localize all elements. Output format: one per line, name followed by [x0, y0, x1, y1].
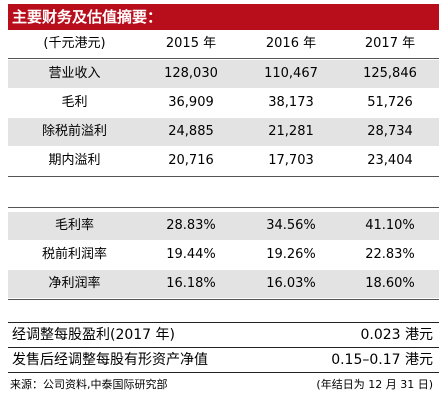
table-row: 毛利率 28.83% 34.56% 41.10%: [8, 212, 439, 241]
summary-top-rule: [8, 322, 439, 323]
cell-value: 110,467: [264, 66, 318, 81]
table-row: 税前利润率 19.44% 19.26% 22.83%: [8, 241, 439, 270]
row-label: 税前利润率: [41, 247, 107, 262]
row-label: 营业收入: [48, 66, 101, 81]
cell-value: 16.03%: [266, 276, 316, 291]
table-row: 营业收入 128,030 110,467 125,846: [8, 60, 439, 89]
cell-value: 34.56%: [266, 218, 316, 233]
table-row: 期内溢利 20,716 17,703 23,404: [8, 147, 439, 176]
header-divider: [8, 58, 439, 59]
cell-value: 28,734: [367, 124, 413, 139]
ratios-top-rule: [8, 207, 439, 208]
source-note: 来源：公司资料,中泰国际研究部: [10, 378, 168, 391]
fiscal-year-note: (年结日为 12 月 31 日): [316, 378, 433, 391]
cell-value: 38,173: [268, 95, 314, 110]
summary-bottom-rule: [8, 372, 439, 373]
cell-value: 16.18%: [166, 276, 216, 291]
cell-value: 36,909: [168, 95, 214, 110]
summary-row-eps: 经调整每股盈利(2017 年) 0.023 港元: [8, 323, 439, 347]
cell-value: 18.60%: [365, 276, 415, 291]
unit-label: (千元港元): [43, 36, 106, 51]
cell-value: 23,404: [367, 153, 413, 168]
ratios-bottom-rule: [8, 299, 439, 300]
footer: 来源：公司资料,中泰国际研究部 (年结日为 12 月 31 日): [8, 376, 439, 394]
cell-value: 20,716: [168, 153, 214, 168]
section-title: 主要财务及估值摘要：: [8, 4, 439, 30]
row-label: 除税前溢利: [41, 124, 107, 139]
summary-label: 发售后经调整每股有形资产净值: [12, 352, 208, 368]
financials-bottom-rule: [8, 176, 439, 177]
summary-value: 0.15–0.17 港元: [331, 352, 433, 368]
table-row: 毛利 36,909 38,173 51,726: [8, 89, 439, 118]
year-header-2016: 2016 年: [265, 36, 317, 51]
table-row: 净利润率 16.18% 16.03% 18.60%: [8, 270, 439, 299]
row-label: 期内溢利: [48, 153, 101, 168]
cell-value: 51,726: [367, 95, 413, 110]
summary-row-nav: 发售后经调整每股有形资产净值 0.15–0.17 港元: [8, 348, 439, 372]
summary-mid-rule: [8, 347, 439, 348]
cell-value: 24,885: [168, 124, 214, 139]
year-header-2017: 2017 年: [364, 36, 416, 51]
cell-value: 28.83%: [166, 218, 216, 233]
summary-label: 经调整每股盈利(2017 年): [12, 327, 176, 343]
cell-value: 17,703: [268, 153, 314, 168]
cell-value: 19.44%: [166, 247, 216, 262]
cell-value: 128,030: [164, 66, 218, 81]
cell-value: 41.10%: [365, 218, 415, 233]
table-row: 除税前溢利 24,885 21,281 28,734: [8, 118, 439, 147]
cell-value: 22.83%: [365, 247, 415, 262]
year-header-2015: 2015 年: [165, 36, 217, 51]
cell-value: 125,846: [363, 66, 417, 81]
row-label: 毛利率: [54, 218, 94, 233]
cell-value: 19.26%: [266, 247, 316, 262]
financials-table: 营业收入 128,030 110,467 125,846 毛利 36,909 3…: [8, 60, 439, 176]
cell-value: 21,281: [268, 124, 314, 139]
summary-value: 0.023 港元: [360, 327, 433, 343]
table-header-row: (千元港元) 2015 年 2016 年 2017 年: [8, 30, 439, 58]
row-label: 净利润率: [48, 276, 101, 291]
ratios-table: 毛利率 28.83% 34.56% 41.10% 税前利润率 19.44% 19…: [8, 212, 439, 299]
row-label: 毛利: [61, 95, 88, 110]
